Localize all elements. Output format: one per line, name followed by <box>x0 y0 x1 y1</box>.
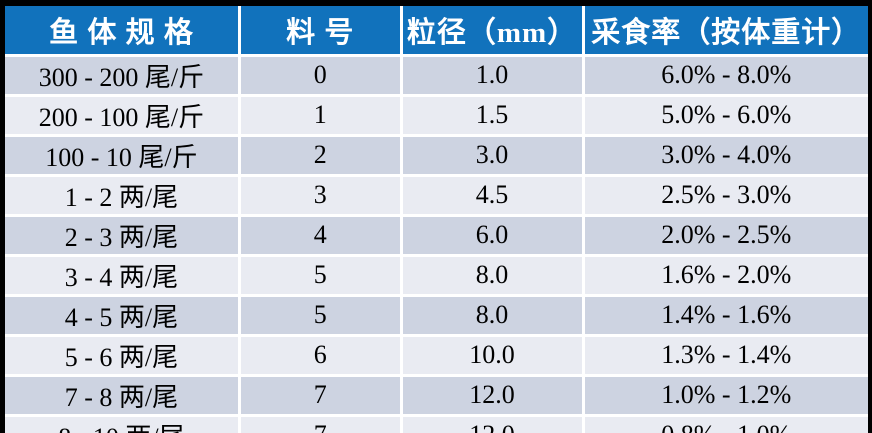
table-row: 7 - 8 两/尾 7 12.0 1.0% - 1.2% <box>5 373 868 417</box>
pellet-diameter-cell: 1.0 <box>399 53 585 97</box>
feed-number-cell: 3 <box>237 173 403 217</box>
pellet-diameter-cell: 8.0 <box>399 253 585 297</box>
feed-number-cell: 7 <box>237 373 403 417</box>
pellet-diameter-cell: 10.0 <box>399 333 585 377</box>
table-row: 4 - 5 两/尾 5 8.0 1.4% - 1.6% <box>5 293 868 337</box>
feeding-rate-cell: 1.0% - 1.2% <box>581 373 868 417</box>
feeding-spec-table: 鱼 体 规 格 料 号 粒径（mm） 采食率（按体重计） 300 - 200 尾… <box>5 6 868 433</box>
feed-number-cell: 0 <box>237 53 403 97</box>
feed-number-cell: 7 <box>237 413 403 433</box>
feeding-rate-cell: 1.4% - 1.6% <box>581 293 868 337</box>
header-row: 鱼 体 规 格 料 号 粒径（mm） 采食率（按体重计） <box>5 6 868 57</box>
fish-size-cell: 200 - 100 尾/斤 <box>5 93 241 137</box>
header-feeding-rate: 采食率（按体重计） <box>581 6 868 57</box>
table-row: 5 - 6 两/尾 6 10.0 1.3% - 1.4% <box>5 333 868 377</box>
feeding-rate-cell: 5.0% - 6.0% <box>581 93 868 137</box>
feed-number-cell: 6 <box>237 333 403 377</box>
table-row: 2 - 3 两/尾 4 6.0 2.0% - 2.5% <box>5 213 868 257</box>
table-row: 3 - 4 两/尾 5 8.0 1.6% - 2.0% <box>5 253 868 297</box>
feed-number-cell: 4 <box>237 213 403 257</box>
table-row: 1 - 2 两/尾 3 4.5 2.5% - 3.0% <box>5 173 868 217</box>
feed-number-cell: 5 <box>237 293 403 337</box>
feed-number-cell: 5 <box>237 253 403 297</box>
table-row: 100 - 10 尾/斤 2 3.0 3.0% - 4.0% <box>5 133 868 177</box>
fish-size-cell: 5 - 6 两/尾 <box>5 333 241 377</box>
feeding-rate-cell: 2.5% - 3.0% <box>581 173 868 217</box>
fish-size-cell: 7 - 8 两/尾 <box>5 373 241 417</box>
pellet-diameter-cell: 3.0 <box>399 133 585 177</box>
table-header: 鱼 体 规 格 料 号 粒径（mm） 采食率（按体重计） <box>5 6 868 57</box>
pellet-diameter-cell: 8.0 <box>399 293 585 337</box>
fish-size-cell: 8 - 10 两/尾 <box>5 413 241 433</box>
pellet-diameter-cell: 1.5 <box>399 93 585 137</box>
feeding-rate-cell: 2.0% - 2.5% <box>581 213 868 257</box>
table-row: 200 - 100 尾/斤 1 1.5 5.0% - 6.0% <box>5 93 868 137</box>
header-fish-size: 鱼 体 规 格 <box>5 6 241 57</box>
pellet-diameter-cell: 4.5 <box>399 173 585 217</box>
feeding-rate-cell: 1.6% - 2.0% <box>581 253 868 297</box>
table-row: 8 - 10 两/尾 7 12.0 0.8% - 1.0% <box>5 413 868 433</box>
table-row: 300 - 200 尾/斤 0 1.0 6.0% - 8.0% <box>5 53 868 97</box>
feed-number-cell: 1 <box>237 93 403 137</box>
fish-size-cell: 4 - 5 两/尾 <box>5 293 241 337</box>
feeding-rate-cell: 0.8% - 1.0% <box>581 413 868 433</box>
feeding-rate-cell: 6.0% - 8.0% <box>581 53 868 97</box>
pellet-diameter-cell: 12.0 <box>399 413 585 433</box>
table-body: 300 - 200 尾/斤 0 1.0 6.0% - 8.0% 200 - 10… <box>5 53 868 433</box>
fish-size-cell: 100 - 10 尾/斤 <box>5 133 241 177</box>
pellet-diameter-cell: 12.0 <box>399 373 585 417</box>
feeding-rate-cell: 1.3% - 1.4% <box>581 333 868 377</box>
pellet-diameter-cell: 6.0 <box>399 213 585 257</box>
fish-size-cell: 1 - 2 两/尾 <box>5 173 241 217</box>
fish-size-cell: 300 - 200 尾/斤 <box>5 53 241 97</box>
fish-size-cell: 2 - 3 两/尾 <box>5 213 241 257</box>
feed-number-cell: 2 <box>237 133 403 177</box>
feeding-rate-cell: 3.0% - 4.0% <box>581 133 868 177</box>
header-feed-number: 料 号 <box>237 6 403 57</box>
fish-size-cell: 3 - 4 两/尾 <box>5 253 241 297</box>
header-pellet-diameter: 粒径（mm） <box>399 6 585 57</box>
